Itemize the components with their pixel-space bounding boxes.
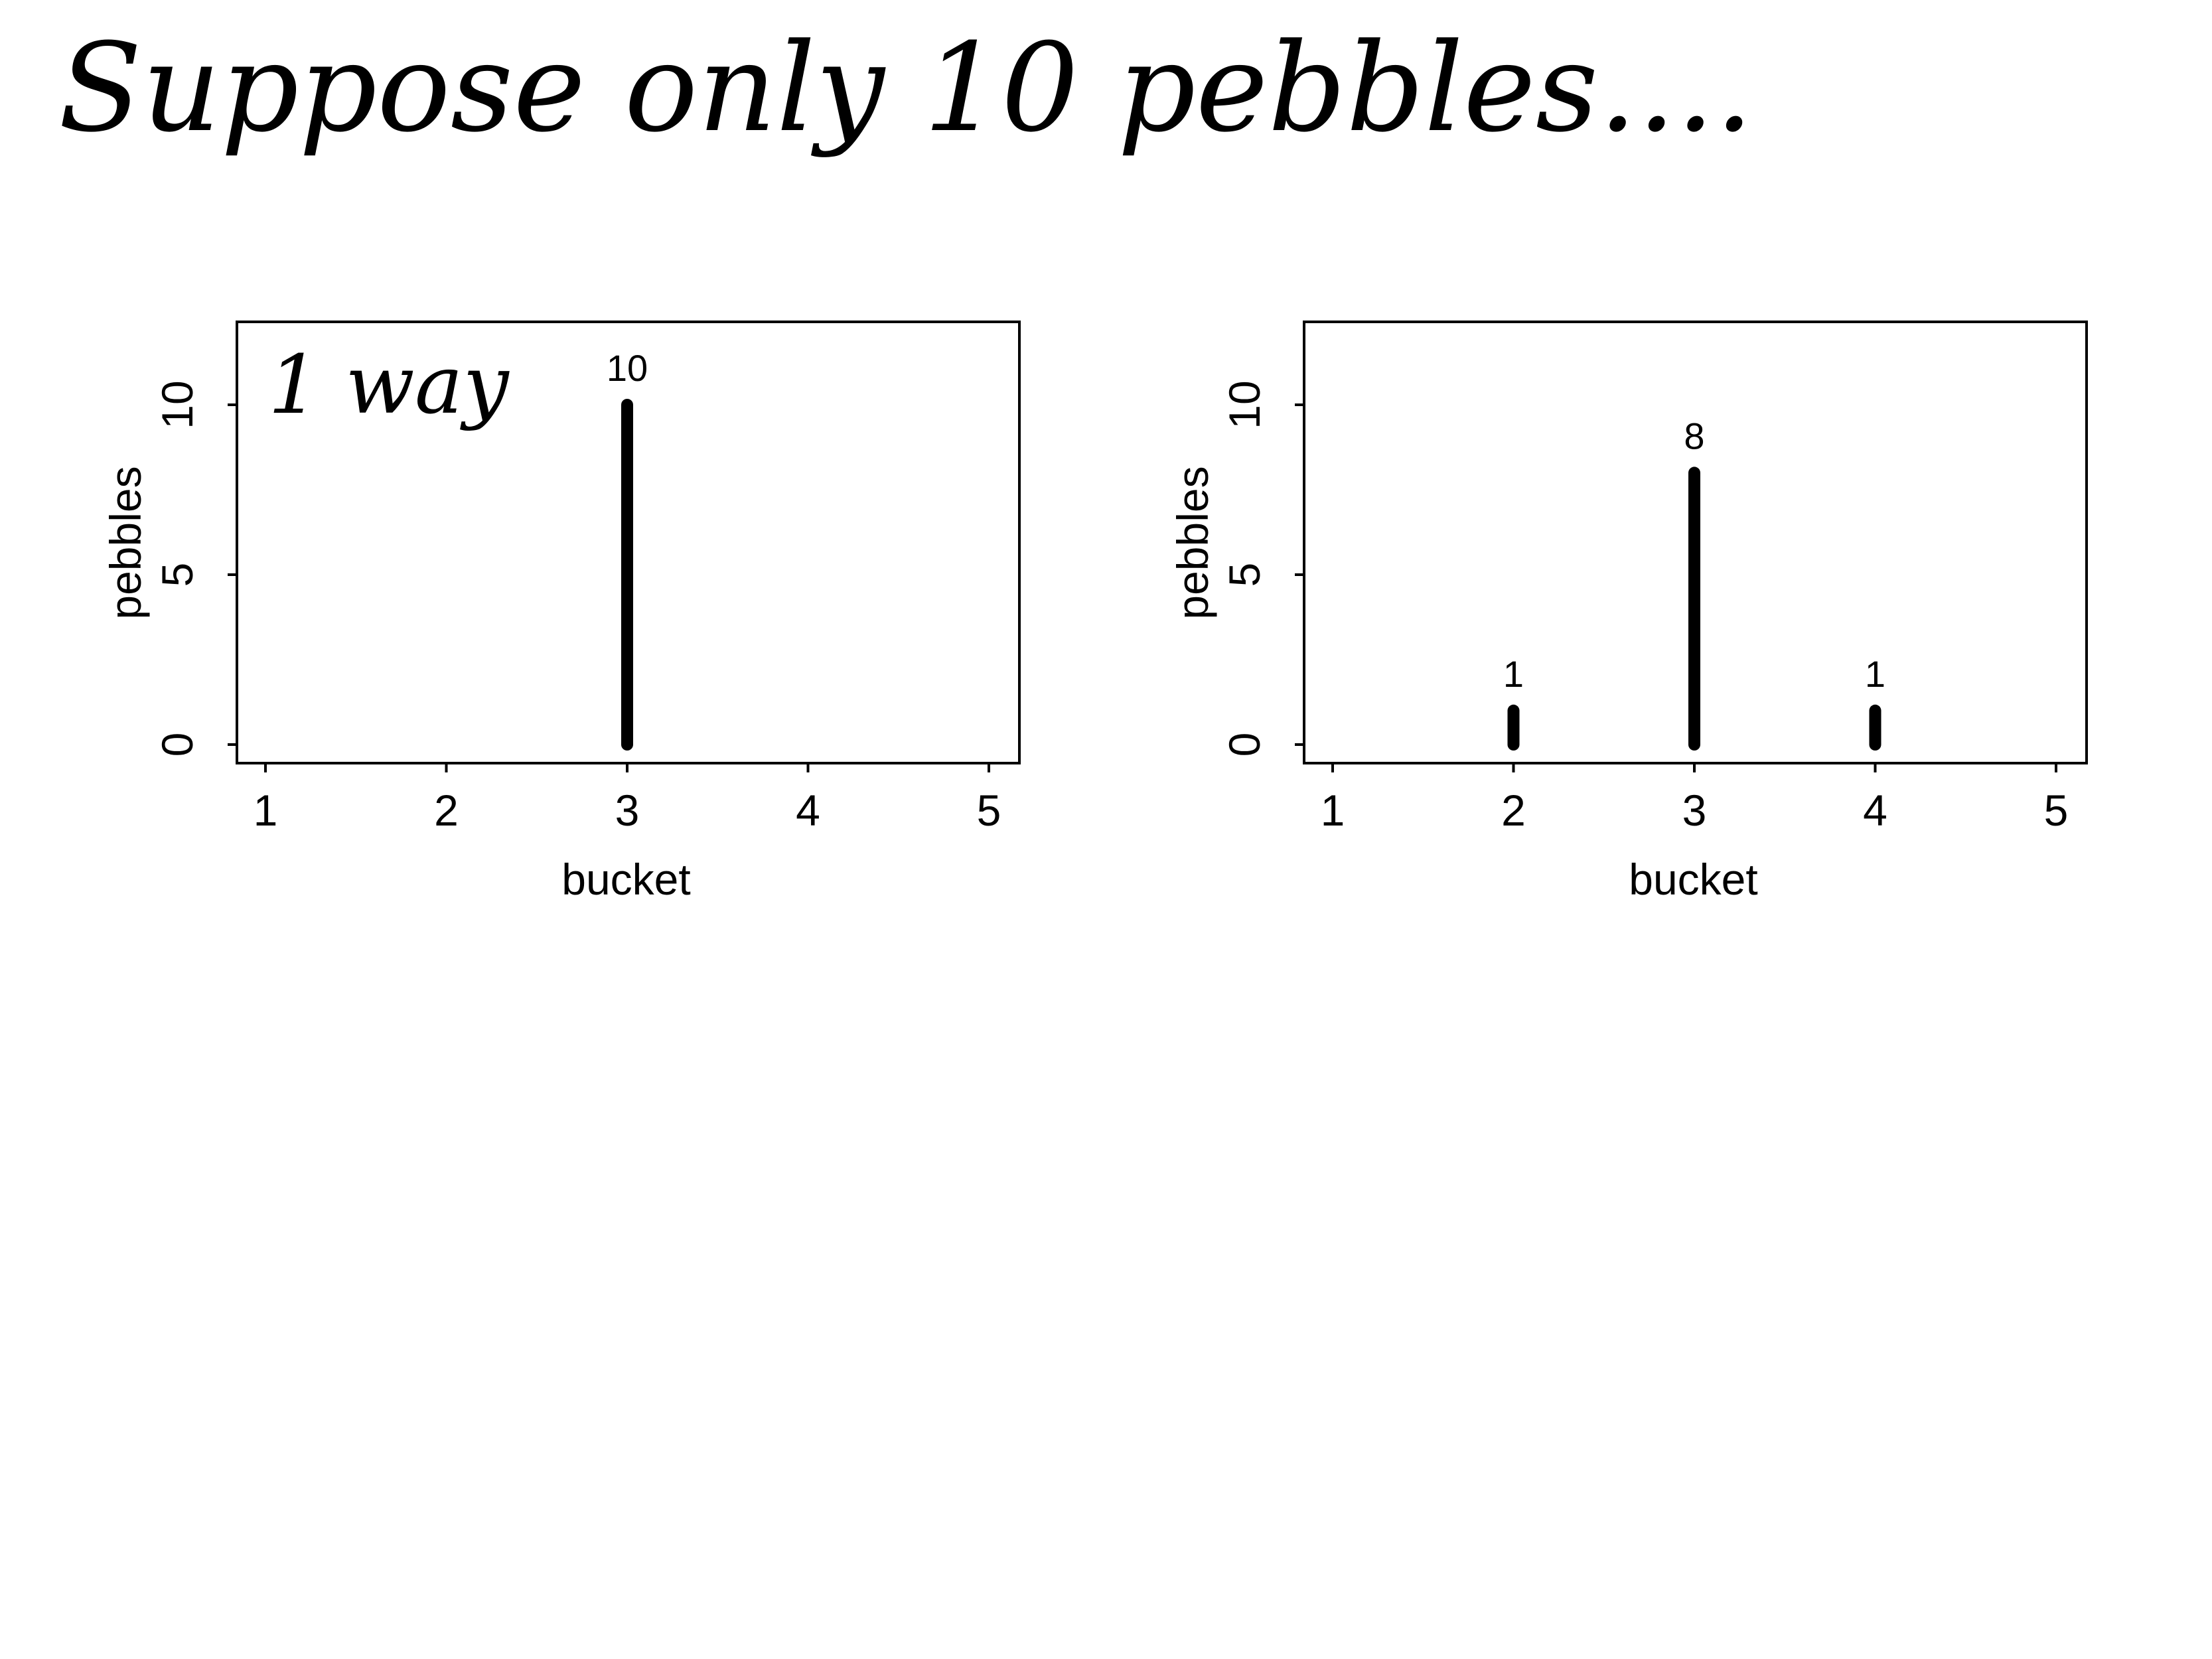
pebble-chart-right: 1 2 3 4 5 0 5 10 bucket pebbles 1 8 1 xyxy=(1168,321,2088,904)
y-tick-label: 0 xyxy=(153,733,202,757)
y-tick-label: 0 xyxy=(1220,733,1269,757)
x-tick-label: 1 xyxy=(1321,786,1345,835)
slide-title: Suppose only 10 pebbles.... xyxy=(58,17,1754,159)
x-tick-label: 5 xyxy=(977,786,1001,835)
x-tick-label: 3 xyxy=(615,786,640,835)
bar-value-label: 10 xyxy=(607,347,648,389)
y-tick-label: 5 xyxy=(153,563,202,587)
y-axis-title: pebbles xyxy=(101,466,150,619)
ways-annotation: 1 way xyxy=(268,338,510,432)
x-tick-label: 3 xyxy=(1682,786,1707,835)
y-tick-label: 5 xyxy=(1220,563,1269,587)
bar-value-label: 8 xyxy=(1684,415,1704,457)
y-tick-label: 10 xyxy=(153,380,202,429)
bar-value-label: 1 xyxy=(1865,653,1885,695)
x-tick-label: 4 xyxy=(796,786,820,835)
x-axis-title: bucket xyxy=(561,855,690,904)
x-axis-title: bucket xyxy=(1629,855,1757,904)
x-tick-label: 4 xyxy=(1863,786,1887,835)
x-tick-label: 2 xyxy=(1501,786,1526,835)
y-axis-title: pebbles xyxy=(1168,466,1217,619)
bar-value-label: 1 xyxy=(1503,653,1524,695)
x-tick-label: 2 xyxy=(434,786,459,835)
x-tick-label: 5 xyxy=(2044,786,2069,835)
x-tick-label: 1 xyxy=(254,786,278,835)
y-tick-label: 10 xyxy=(1220,380,1269,429)
